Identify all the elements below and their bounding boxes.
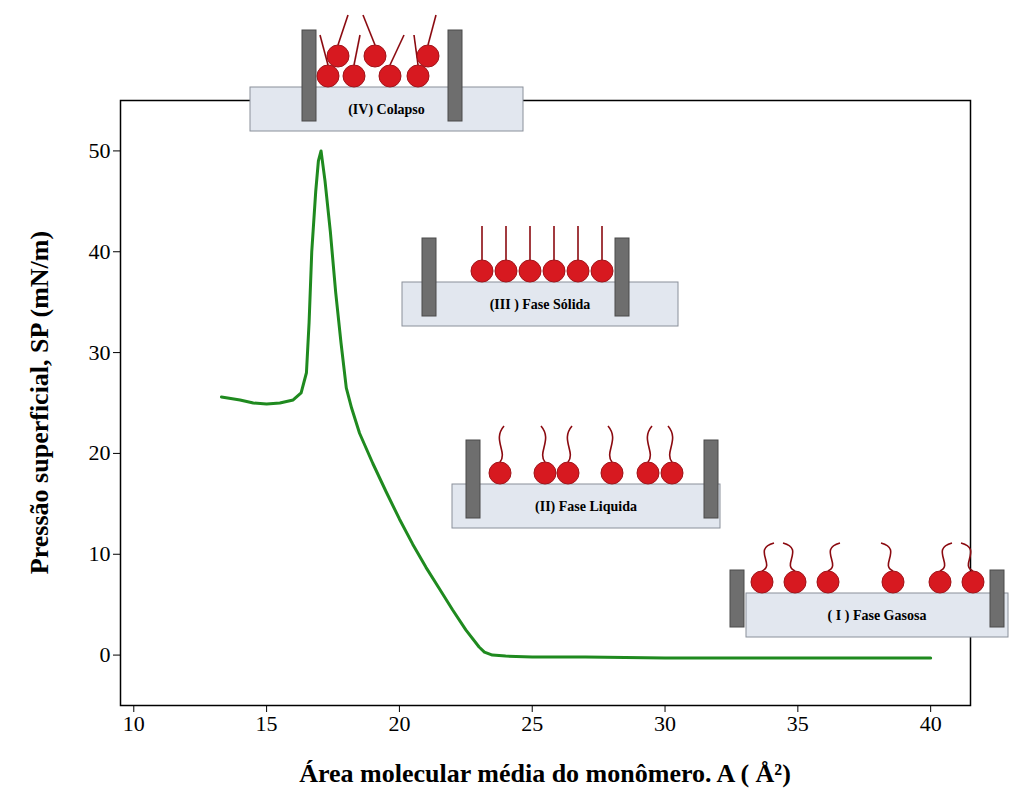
svg-text:20: 20 xyxy=(89,440,111,465)
svg-text:10: 10 xyxy=(89,541,111,566)
svg-text:25: 25 xyxy=(521,711,543,736)
svg-text:35: 35 xyxy=(787,711,809,736)
svg-text:40: 40 xyxy=(920,711,942,736)
svg-text:(IV) Colapso: (IV) Colapso xyxy=(348,102,425,118)
svg-text:20: 20 xyxy=(388,711,410,736)
svg-text:30: 30 xyxy=(654,711,676,736)
svg-text:(III ) Fase Sólida: (III ) Fase Sólida xyxy=(490,297,591,313)
svg-text:Pressão superficial, SP (mN/m): Pressão superficial, SP (mN/m) xyxy=(25,231,54,574)
svg-text:40: 40 xyxy=(89,239,111,264)
svg-text:50: 50 xyxy=(89,138,111,163)
svg-text:10: 10 xyxy=(123,711,145,736)
svg-text:15: 15 xyxy=(256,711,278,736)
svg-text:(II) Fase Liquida: (II) Fase Liquida xyxy=(535,499,637,515)
svg-text:Área molecular média do monôme: Área molecular média do monômero. A ( Å²… xyxy=(299,759,791,788)
svg-text:( I ) Fase Gasosa: ( I ) Fase Gasosa xyxy=(828,608,927,624)
svg-text:0: 0 xyxy=(100,642,111,667)
svg-text:30: 30 xyxy=(89,340,111,365)
